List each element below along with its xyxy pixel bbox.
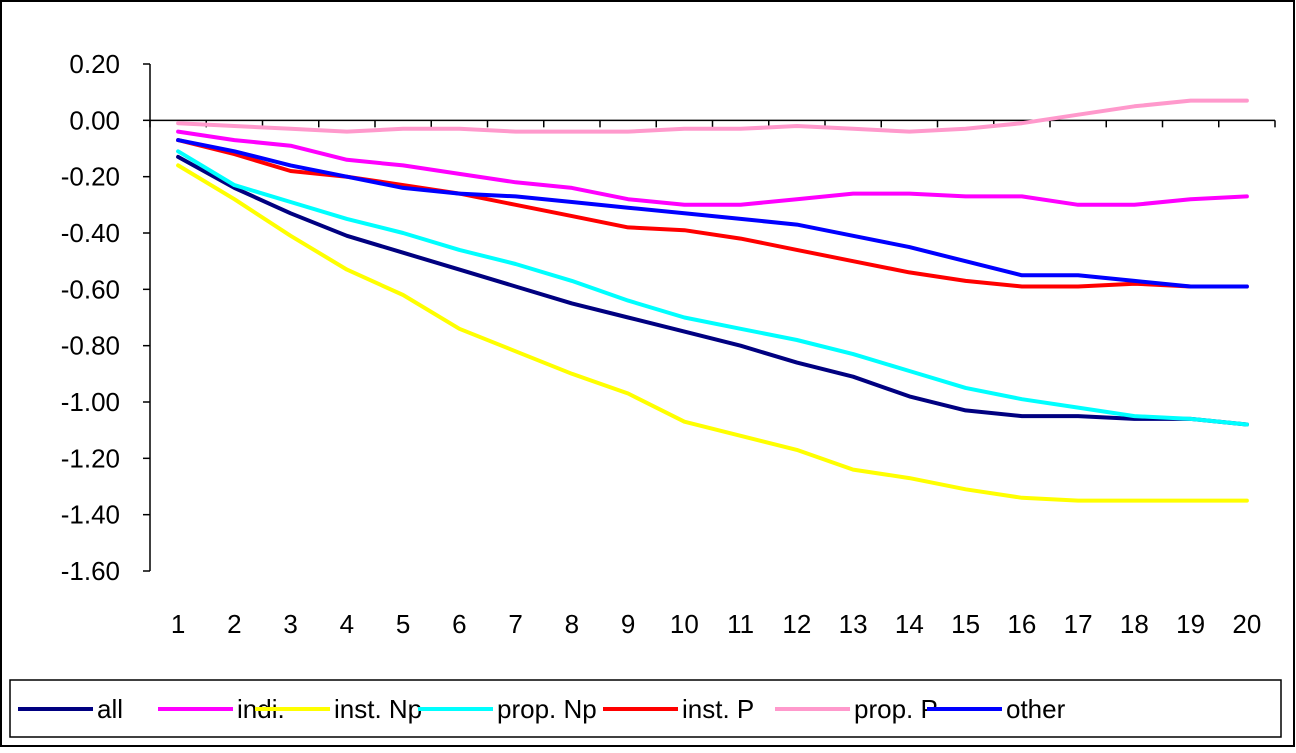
x-tick-label: 17 [1064, 609, 1093, 639]
y-tick-label: -1.20 [61, 443, 120, 473]
y-tick-label: -0.60 [61, 274, 120, 304]
y-tick-label: -0.20 [61, 162, 120, 192]
x-tick-label: 15 [951, 609, 980, 639]
legend-label: other [1006, 694, 1066, 724]
axes: 0.20 0.00 -0.20 -0.40 -0.60 -0.80 -1.00 -1.20 -1… [61, 49, 1276, 639]
y-tick-label: -0.40 [61, 218, 120, 248]
x-tick-label: 4 [340, 609, 354, 639]
series-line-prop-np [176, 149, 1249, 427]
legend-label: prop. P [854, 694, 938, 724]
y-tick-label: -1.60 [61, 556, 120, 586]
legend-label: prop. Np [497, 694, 597, 724]
x-tick-label: 5 [396, 609, 410, 639]
x-tick-label: 16 [1007, 609, 1036, 639]
series-line-other [176, 138, 1249, 289]
legend-label: inst. Np [334, 694, 422, 724]
y-tick-label: -1.40 [61, 500, 120, 530]
x-tick-label: 18 [1120, 609, 1149, 639]
legend-label: all [97, 694, 123, 724]
y-tick-label: 0.20 [69, 49, 120, 79]
series-line-all [176, 154, 1249, 427]
y-tick-label: -1.00 [61, 387, 120, 417]
x-tick-label: 1 [171, 609, 185, 639]
y-tick-label: -0.80 [61, 331, 120, 361]
x-tick-label: 8 [565, 609, 579, 639]
x-tick-label: 19 [1176, 609, 1205, 639]
x-tick-label: 9 [621, 609, 635, 639]
y-tick-label: 0.00 [69, 105, 120, 135]
x-tick-label: 13 [839, 609, 868, 639]
series-line-inst-np [176, 163, 1249, 503]
x-tick-label: 10 [670, 609, 699, 639]
x-tick-label: 11 [727, 609, 754, 639]
x-tick-label: 3 [283, 609, 297, 639]
series-line-indi [176, 129, 1249, 207]
legend-label: inst. P [682, 694, 754, 724]
x-tick-label: 14 [895, 609, 924, 639]
x-tick-label: 20 [1232, 609, 1261, 639]
x-tick-label: 6 [452, 609, 466, 639]
series-line-prop-p [176, 98, 1249, 134]
x-tick-label: 2 [227, 609, 241, 639]
x-tick-label: 7 [508, 609, 522, 639]
series-layer [176, 98, 1249, 503]
x-tick-label: 12 [782, 609, 811, 639]
